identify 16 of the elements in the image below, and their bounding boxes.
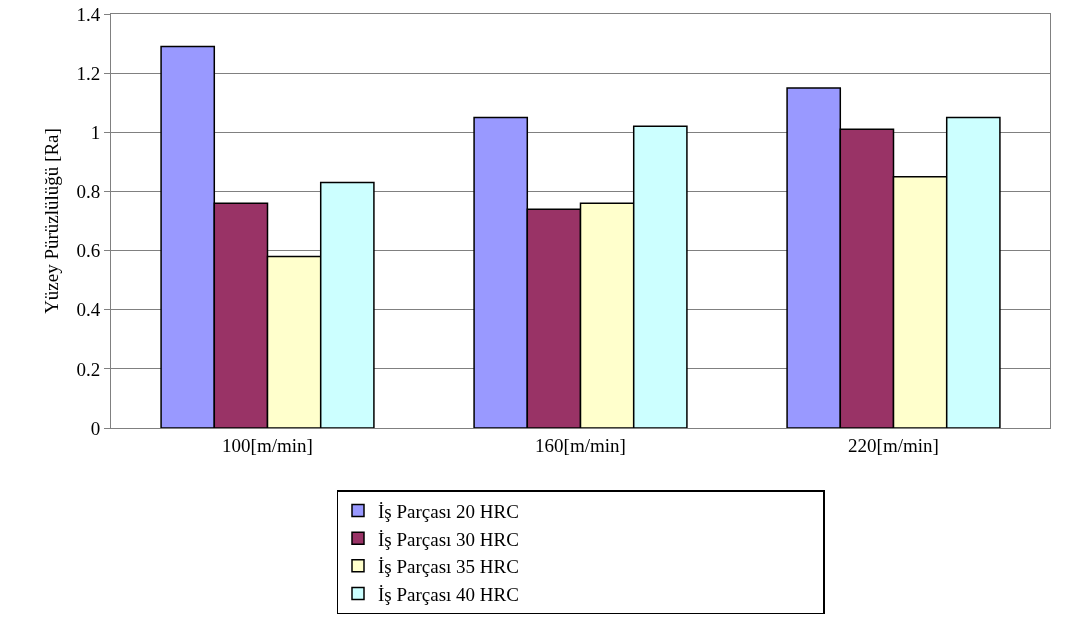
- y-tick-label: 1.2: [76, 62, 101, 84]
- y-tick-label: 0.8: [76, 181, 101, 203]
- y-tick-label: 0: [90, 417, 101, 439]
- y-tick-label: 1.4: [76, 3, 101, 25]
- y-tick-label: 0.2: [76, 358, 101, 380]
- legend-label: İş Parçası 20 HRC: [378, 500, 519, 522]
- y-axis-title: Yüzey Pürüzlülüğü [Ra]: [41, 128, 63, 314]
- x-tick-label: 100[m/min]: [222, 434, 313, 456]
- y-tick-label: 0.6: [76, 240, 101, 262]
- y-tick-label: 0.4: [76, 299, 101, 321]
- legend-label: İş Parçası 30 HRC: [378, 528, 519, 550]
- y-tick-label: 1: [90, 121, 101, 143]
- legend-label: İş Parçası 35 HRC: [378, 556, 519, 578]
- legend-label: İş Parçası 40 HRC: [378, 583, 519, 605]
- x-tick-label: 220[m/min]: [848, 434, 939, 456]
- x-tick-label: 160[m/min]: [535, 434, 626, 456]
